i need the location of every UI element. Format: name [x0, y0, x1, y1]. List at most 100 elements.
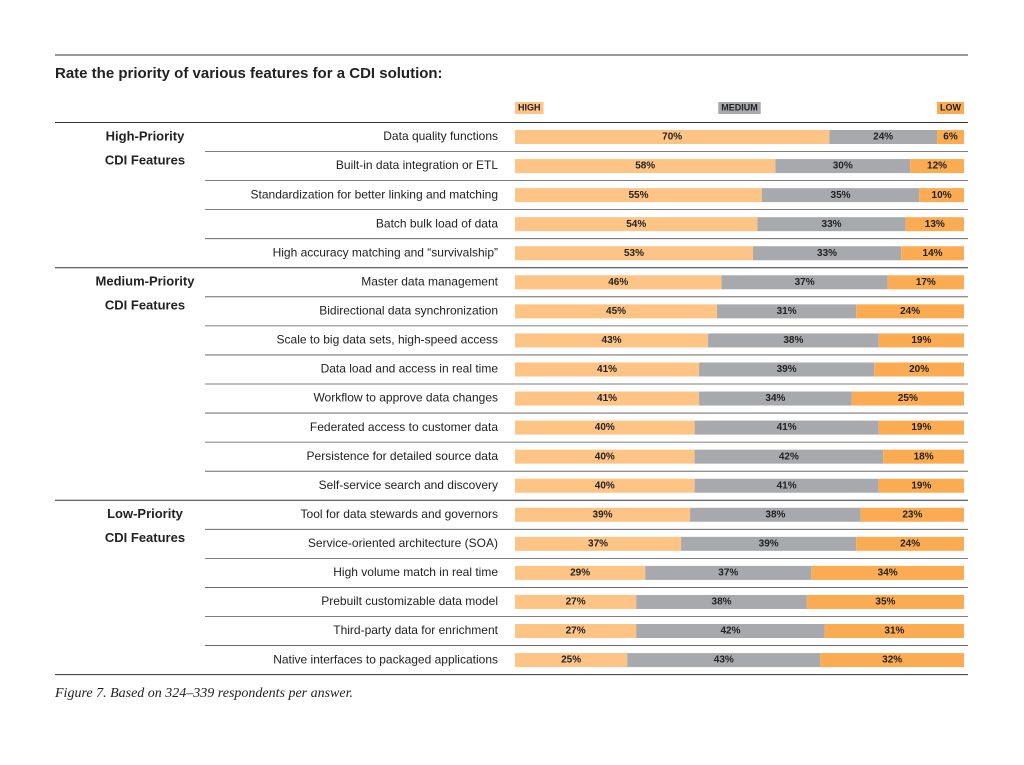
bar-segment [874, 362, 964, 377]
value-label: 38% [712, 597, 732, 608]
bar-segment [919, 188, 964, 203]
bar-segment [645, 565, 812, 580]
value-label: 43% [714, 655, 734, 666]
value-label: 35% [875, 597, 895, 608]
row-label: Data load and access in real time [321, 362, 499, 376]
row-label: Persistence for detailed source data [307, 449, 499, 463]
bar-segment [681, 536, 857, 551]
bar-segment [824, 624, 964, 639]
value-label: 25% [561, 655, 581, 666]
value-label: 34% [765, 393, 785, 404]
bar-segment [515, 188, 762, 203]
bar-segment [515, 159, 776, 174]
value-label: 13% [925, 219, 945, 230]
value-label: 70% [662, 132, 682, 143]
legend-label: HIGH [518, 102, 541, 112]
bar-segment [636, 594, 807, 609]
value-label: 41% [597, 393, 617, 404]
caption: Figure 7. Based on 324–339 respondents p… [54, 686, 353, 701]
bar-segment [905, 217, 964, 232]
bar-segment [515, 391, 700, 406]
value-label: 39% [593, 509, 613, 520]
value-label: 55% [628, 190, 648, 201]
bar-segment [717, 304, 857, 319]
value-label: 54% [626, 219, 646, 230]
group-label: Low-Priority [107, 506, 184, 521]
row-label: Scale to big data sets, high-speed acces… [277, 333, 498, 347]
row-label: Built-in data integration or ETL [336, 158, 498, 172]
row-label: Federated access to customer data [310, 420, 498, 434]
value-label: 46% [608, 277, 628, 288]
value-label: 39% [777, 364, 797, 375]
value-label: 29% [570, 568, 590, 579]
bar-segment [515, 362, 700, 377]
value-label: 33% [822, 219, 842, 230]
group-label: CDI Features [105, 530, 185, 545]
bar-segment [761, 188, 920, 203]
row-label: Standardization for better linking and m… [251, 187, 498, 201]
value-label: 24% [900, 538, 920, 549]
bar-segment [694, 478, 879, 493]
bar-segment [515, 333, 709, 348]
row-label: Data quality functions [383, 129, 498, 143]
bar-segment [878, 420, 964, 435]
bar-segment [515, 420, 695, 435]
row-label: Master data management [361, 274, 498, 288]
bar-segment [515, 449, 695, 464]
value-label: 37% [795, 277, 815, 288]
row-label: Service-oriented architecture (SOA) [308, 536, 498, 550]
row-label: Batch bulk load of data [376, 216, 498, 230]
value-label: 24% [900, 306, 920, 317]
bar-segment [515, 217, 758, 232]
value-label: 34% [878, 568, 898, 579]
legend-swatch [718, 102, 761, 114]
value-label: 19% [911, 335, 931, 346]
bar-segment [883, 449, 964, 464]
value-label: 42% [779, 451, 799, 462]
bar-segment [820, 653, 964, 668]
legend-label: LOW [940, 102, 961, 112]
value-label: 37% [588, 538, 608, 549]
value-label: 31% [884, 626, 904, 637]
bar-segment [708, 333, 879, 348]
legend-swatch [515, 102, 544, 114]
bar-segment [515, 130, 830, 144]
value-label: 38% [783, 335, 803, 346]
bar-segment [515, 246, 753, 261]
bar-segment [829, 130, 938, 144]
value-label: 18% [914, 451, 934, 462]
legend-label: MEDIUM [721, 102, 758, 112]
value-label: 27% [566, 626, 586, 637]
bar-segment [627, 653, 821, 668]
legend-swatch [937, 102, 964, 114]
bar-segment [515, 507, 691, 522]
bar-segment [515, 653, 628, 668]
value-label: 41% [597, 364, 617, 375]
bar-segment [515, 624, 637, 639]
bar-segment [515, 275, 722, 290]
value-label: 53% [624, 248, 644, 259]
value-label: 23% [902, 509, 922, 520]
bar-segment [515, 565, 646, 580]
bar-segment [515, 594, 637, 609]
bar-segment [937, 130, 964, 144]
value-label: 33% [817, 248, 837, 259]
row-label: High accuracy matching and “survivalship… [273, 245, 498, 259]
bar-segment [515, 304, 718, 319]
value-label: 45% [606, 306, 626, 317]
bar-segment [690, 507, 861, 522]
bar-segment [515, 478, 695, 493]
value-label: 35% [831, 190, 851, 201]
value-label: 40% [595, 451, 615, 462]
bar-segment [757, 217, 906, 232]
row-label: Native interfaces to packaged applicatio… [273, 652, 498, 666]
value-label: 6% [943, 132, 958, 143]
group-label: CDI Features [105, 152, 185, 167]
bar-segment [694, 449, 884, 464]
value-label: 38% [765, 509, 785, 520]
value-label: 31% [777, 306, 797, 317]
value-label: 41% [777, 422, 797, 433]
row-label: Self-service search and discovery [319, 478, 498, 492]
